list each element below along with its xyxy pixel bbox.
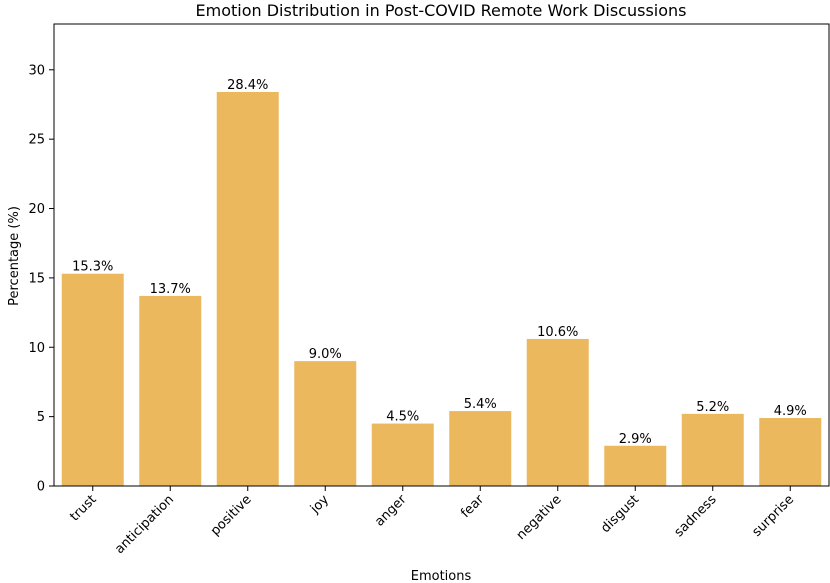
y-tick-label-5: 5 (37, 410, 45, 425)
x-tick-label-positive: positive (208, 492, 255, 539)
data-label-negative: 10.6% (537, 325, 578, 340)
y-tick-label-20: 20 (28, 202, 45, 217)
data-label-surprise: 4.9% (774, 404, 807, 419)
data-label-sadness: 5.2% (696, 400, 729, 415)
data-label-positive: 28.4% (227, 78, 268, 93)
x-tick-label-anticipation: anticipation (112, 492, 177, 557)
data-label-disgust: 2.9% (619, 432, 652, 447)
x-axis-label: Emotions (411, 569, 472, 583)
bar-trust (61, 273, 124, 486)
data-label-anticipation: 13.7% (150, 282, 191, 297)
bar-fear (449, 411, 512, 486)
x-tick-label-disgust: disgust (598, 492, 642, 536)
data-label-joy: 9.0% (309, 347, 342, 362)
x-tick-label-surprise: surprise (749, 492, 797, 540)
x-tick-label-anger: anger (372, 492, 410, 530)
x-tick-label-fear: fear (458, 492, 487, 521)
y-tick-label-0: 0 (37, 480, 45, 495)
x-tick-label-joy: joy (307, 492, 332, 517)
y-tick-label-15: 15 (28, 271, 45, 286)
bar-joy (294, 361, 357, 486)
data-label-trust: 15.3% (72, 260, 113, 275)
bar-negative (526, 338, 589, 486)
y-tick-label-10: 10 (28, 341, 45, 356)
data-label-fear: 5.4% (464, 397, 497, 412)
bar-anger (371, 423, 434, 486)
y-tick-label-25: 25 (28, 133, 45, 148)
axes-frame (53, 23, 830, 487)
y-axis-label: Percentage (%) (7, 206, 22, 306)
data-label-anger: 4.5% (386, 410, 419, 425)
x-tick-label-trust: trust (67, 492, 99, 524)
x-tick-label-sadness: sadness (672, 492, 720, 540)
x-tick-label-negative: negative (514, 492, 565, 543)
bar-surprise (759, 418, 822, 486)
chart-title: Emotion Distribution in Post-COVID Remot… (196, 1, 687, 20)
bar-disgust (604, 445, 667, 486)
plot-area: 15.3% trust 13.7% anticipation 28.4% positive… (28, 23, 830, 557)
bar-sadness (681, 413, 744, 486)
y-tick-label-30: 30 (28, 63, 45, 78)
bar-positive (216, 91, 279, 486)
bar-anticipation (139, 295, 202, 486)
